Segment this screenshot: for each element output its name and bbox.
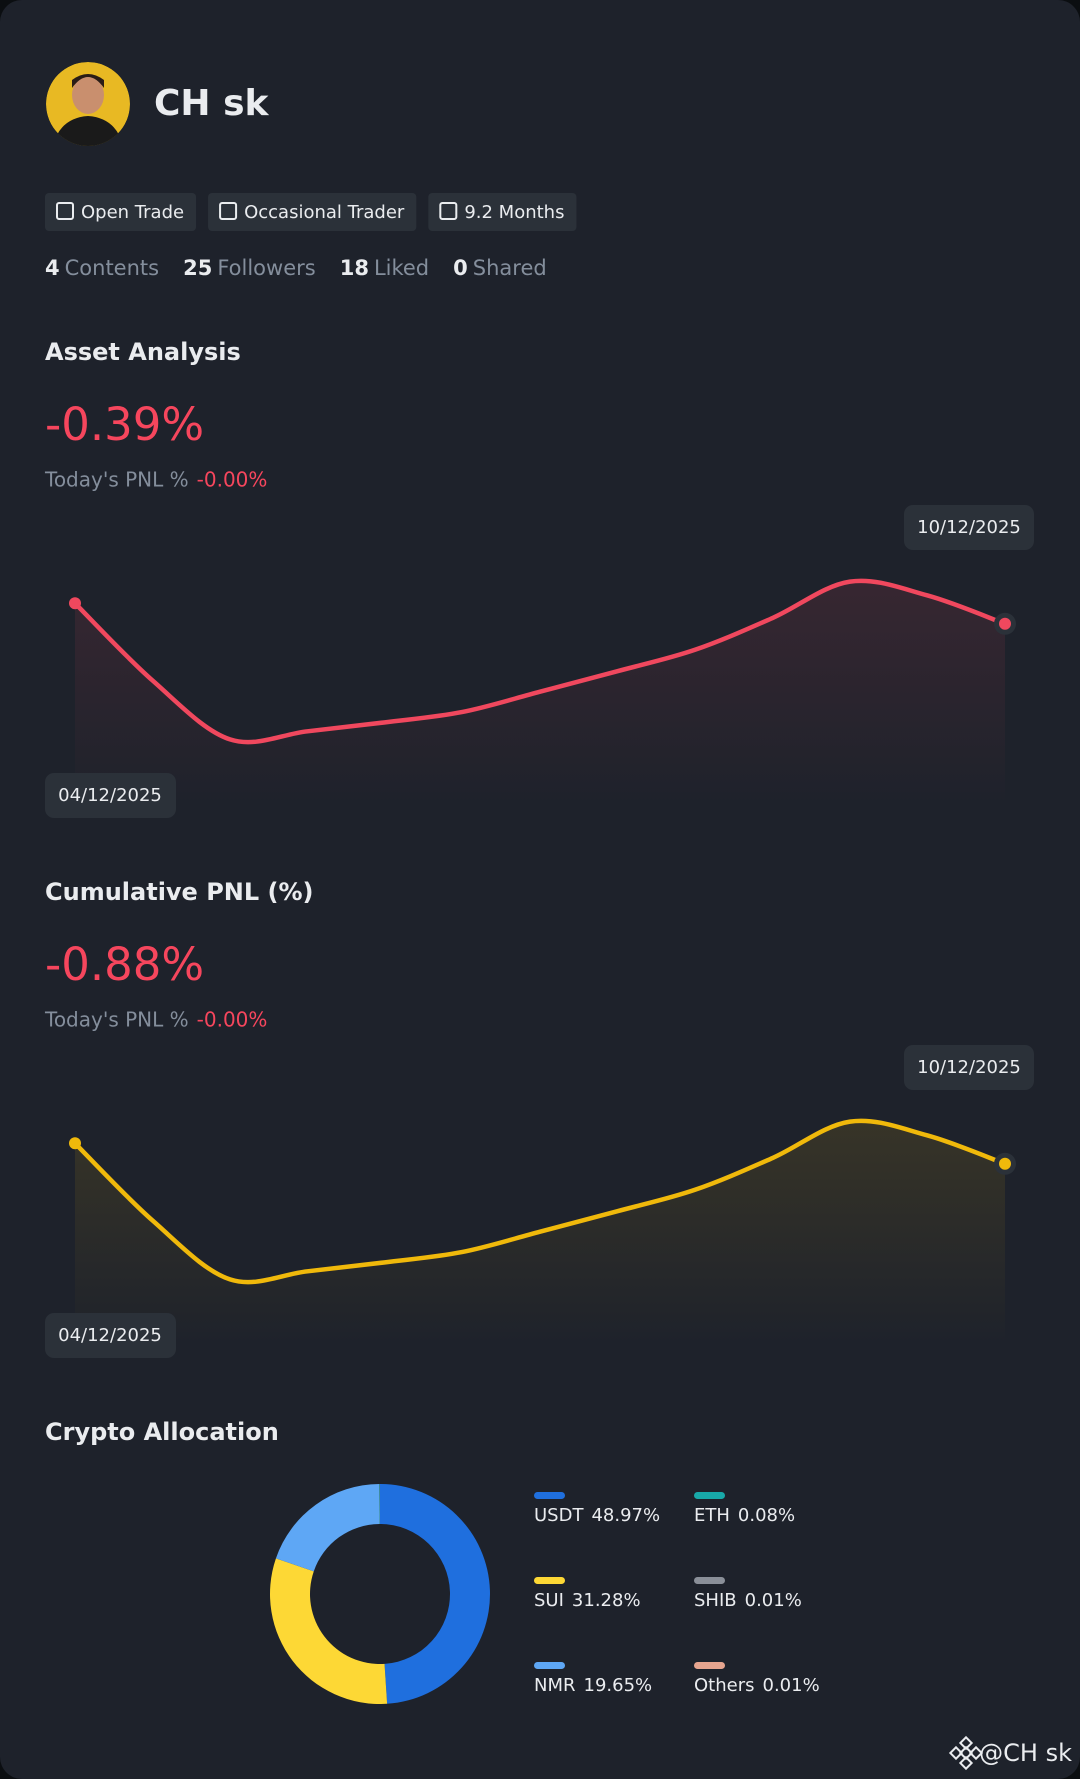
legend-swatch xyxy=(694,1492,725,1499)
logo-diamond xyxy=(948,1745,964,1761)
donut-slice xyxy=(275,1484,380,1572)
tag-chip xyxy=(428,193,577,231)
section-title: Asset Analysis xyxy=(45,338,241,366)
legend-swatch xyxy=(694,1577,725,1584)
stat-label: Followers xyxy=(217,256,315,280)
legend-value: 19.65% xyxy=(584,1675,653,1696)
date-chip xyxy=(904,505,1034,550)
end-date: 10/12/2025 xyxy=(917,1057,1021,1078)
watermark-text: @CH sk xyxy=(979,1739,1072,1767)
legend-swatch xyxy=(534,1577,565,1584)
stat-label: Contents xyxy=(65,256,159,280)
legend-value: 0.01% xyxy=(745,1590,802,1611)
legend-name: NMR xyxy=(534,1675,576,1696)
donut-slice xyxy=(380,1484,491,1704)
stat-label: Liked xyxy=(374,256,429,280)
tag-chip xyxy=(45,193,197,231)
pnl-value: -0.88% xyxy=(45,938,204,991)
end-date: 10/12/2025 xyxy=(917,517,1021,538)
end-point xyxy=(999,1157,1011,1170)
legend-name: SUI xyxy=(534,1590,564,1611)
legend-value: 48.97% xyxy=(591,1505,660,1526)
user-name: CH sk xyxy=(154,83,270,124)
stat-value: 0 xyxy=(453,256,468,280)
donut-slice xyxy=(270,1558,388,1704)
watermark-logo xyxy=(948,1735,984,1771)
legend-name: ETH xyxy=(694,1505,730,1526)
line xyxy=(72,578,1008,745)
logo-diamond xyxy=(958,1755,974,1771)
legend-name: USDT xyxy=(534,1505,584,1526)
avatar xyxy=(46,62,130,146)
tag-label: Occasional Trader xyxy=(244,202,405,223)
legend-swatch xyxy=(694,1662,725,1669)
legend-name: Others xyxy=(694,1675,755,1696)
legend-name: SHIB xyxy=(694,1590,737,1611)
logo-diamond xyxy=(958,1745,974,1761)
logo-diamond xyxy=(958,1735,974,1751)
today-label: Today's PNL % xyxy=(44,1008,189,1032)
tag-label: 9.2 Months xyxy=(464,202,564,223)
donut-slice xyxy=(379,1484,380,1525)
start-date: 04/12/2025 xyxy=(58,1325,162,1346)
logo-diamond xyxy=(968,1745,984,1761)
today-value: -0.00% xyxy=(197,468,268,492)
line xyxy=(72,1118,1008,1285)
start-point xyxy=(69,597,81,610)
date-chip xyxy=(45,773,176,818)
legend-value: 0.08% xyxy=(738,1505,795,1526)
date-chip xyxy=(45,1313,176,1358)
legend-swatch xyxy=(534,1662,565,1669)
today-value: -0.00% xyxy=(197,1008,268,1032)
tag-chip xyxy=(208,193,417,231)
today-label: Today's PNL % xyxy=(44,468,189,492)
tag-label: Open Trade xyxy=(81,202,184,223)
stat-value: 4 xyxy=(45,256,60,280)
tag-icon xyxy=(439,202,458,220)
legend-value: 31.28% xyxy=(572,1590,641,1611)
end-point xyxy=(999,617,1011,630)
start-point xyxy=(69,1137,81,1150)
legend-value: 0.01% xyxy=(763,1675,820,1696)
date-chip xyxy=(904,1045,1034,1090)
section-title: Cumulative PNL (%) xyxy=(45,878,314,906)
legend-swatch xyxy=(534,1492,565,1499)
tag-icon xyxy=(56,202,74,220)
start-date: 04/12/2025 xyxy=(58,785,162,806)
section-title: Crypto Allocation xyxy=(45,1418,279,1446)
stat-label: Shared xyxy=(473,256,547,280)
stat-value: 18 xyxy=(340,256,369,280)
pnl-value: -0.39% xyxy=(45,398,204,451)
stat-value: 25 xyxy=(183,256,212,280)
tag-icon xyxy=(219,202,238,220)
